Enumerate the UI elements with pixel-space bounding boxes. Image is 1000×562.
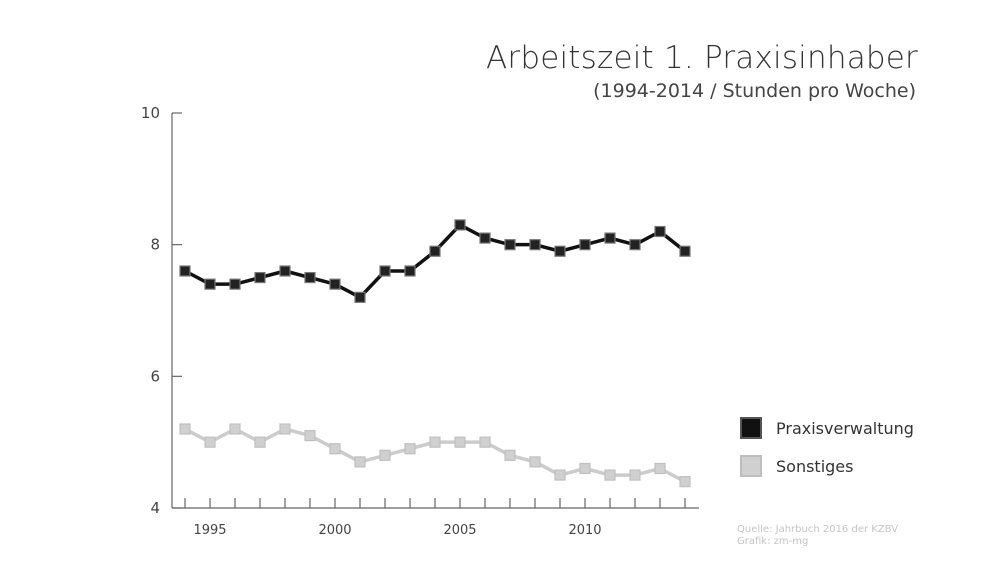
y-tick-label: 6 [150,367,160,385]
data-point-sonstiges [254,436,266,448]
data-point-sonstiges [279,423,291,435]
data-point-praxisverwaltung [504,239,516,251]
data-point-praxisverwaltung [629,239,641,251]
data-point-praxisverwaltung [454,219,466,231]
data-point-sonstiges [654,462,666,475]
data-point-praxisverwaltung [654,225,666,238]
data-point-praxisverwaltung [679,245,691,257]
data-point-sonstiges [179,423,191,435]
data-point-praxisverwaltung [254,271,266,284]
series-praxisverwaltung [179,219,691,303]
data-point-sonstiges [229,423,241,435]
data-point-praxisverwaltung [554,245,566,257]
chart-subtitle: (1994-2014 / Stunden pro Woche) [593,80,916,102]
source-line: Quelle: Jahrbuch 2016 der KZBV [737,524,899,535]
data-point-praxisverwaltung [429,245,441,257]
data-point-sonstiges [404,443,416,455]
data-point-sonstiges [204,436,216,448]
data-point-sonstiges [379,449,391,461]
data-point-sonstiges [304,429,316,442]
data-point-praxisverwaltung [579,239,591,251]
chart-title: Arbeitszeit 1. Praxisinhaber [485,40,918,76]
data-point-praxisverwaltung [529,239,541,251]
data-point-praxisverwaltung [179,265,191,277]
data-point-praxisverwaltung [204,278,216,290]
x-tick-label: 2005 [443,523,476,538]
y-tick-label: 10 [141,104,160,122]
source-note: Quelle: Jahrbuch 2016 der KZBV Grafik: z… [737,524,898,548]
legend-item-praxisverwaltung: Praxisverwaltung [740,415,914,441]
x-tick-label: 2010 [568,523,601,538]
x-tick-label: 2000 [318,523,351,538]
data-point-sonstiges [454,436,466,448]
data-point-praxisverwaltung [379,265,391,277]
legend-label-praxisverwaltung: Praxisverwaltung [776,418,914,438]
chart-legend: Praxisverwaltung Sonstiges [740,415,914,491]
data-point-sonstiges [479,436,491,448]
data-point-praxisverwaltung [304,271,316,284]
data-point-sonstiges [354,456,366,468]
legend-label-sonstiges: Sonstiges [776,456,854,476]
x-tick-label: 1995 [193,523,226,538]
legend-swatch-praxisverwaltung [740,417,762,439]
chart-axes: 4 6 8 10 1995 2000 2005 2010 [141,104,699,538]
y-tick-label: 4 [150,499,160,517]
series-sonstiges [179,423,691,488]
data-point-sonstiges [554,469,566,481]
data-point-sonstiges [529,456,541,468]
data-point-sonstiges [629,469,641,481]
legend-swatch-sonstiges [740,455,762,477]
legend-item-sonstiges: Sonstiges [740,453,914,479]
data-point-sonstiges [504,449,516,461]
data-point-praxisverwaltung [279,265,291,277]
data-point-praxisverwaltung [604,232,616,244]
data-point-praxisverwaltung [229,278,241,290]
data-point-praxisverwaltung [354,291,366,303]
data-point-sonstiges [579,462,591,475]
data-point-sonstiges [429,436,441,448]
y-tick-label: 8 [150,236,160,254]
data-point-praxisverwaltung [479,232,491,244]
data-point-praxisverwaltung [329,278,341,290]
data-point-sonstiges [604,469,616,481]
data-point-sonstiges [329,443,341,455]
data-point-sonstiges [679,476,691,488]
credit-line: Grafik: zm-mg [737,536,809,547]
chart-series [179,219,691,488]
data-point-praxisverwaltung [404,265,416,277]
